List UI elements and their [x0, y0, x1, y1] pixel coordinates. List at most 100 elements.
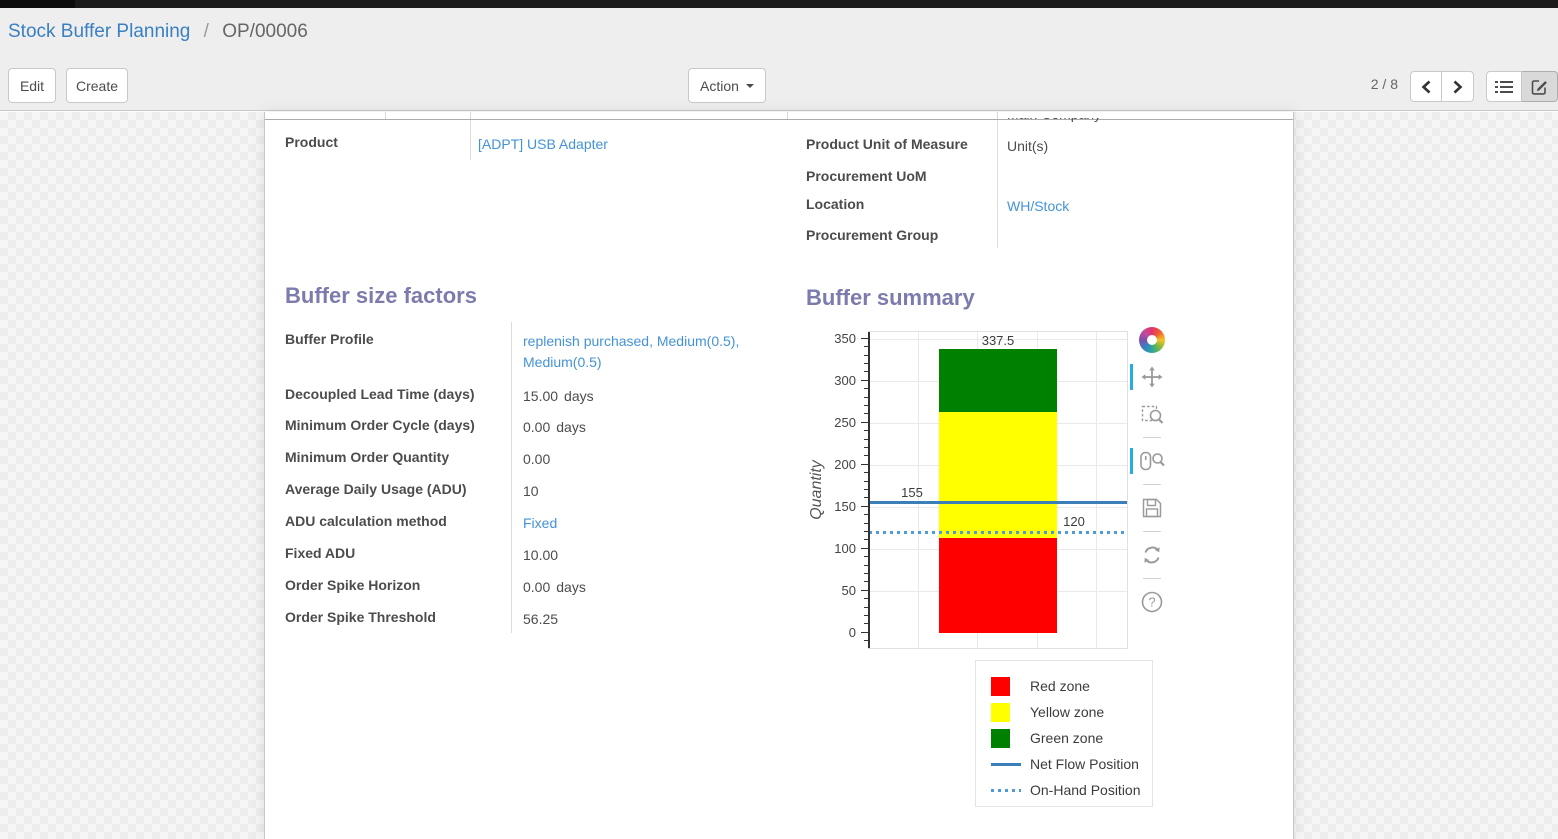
field-value-fixed-adu: 10.00	[523, 547, 559, 563]
clipped-cell-border	[787, 112, 788, 119]
control-panel: Stock Buffer Planning / OP/00006 Edit Cr…	[0, 8, 1558, 111]
breadcrumb-separator: /	[203, 21, 209, 42]
app-menu-bar	[0, 0, 1558, 8]
pager-previous-button[interactable]	[1410, 71, 1442, 102]
section-title-buffer-summary: Buffer summary	[806, 285, 975, 310]
breadcrumb-parent-link[interactable]: Stock Buffer Planning	[8, 21, 191, 42]
action-dropdown-button[interactable]: Action	[688, 68, 766, 103]
y-major-tick	[861, 547, 868, 549]
field-label-minimum-order-cycle-days: Minimum Order Cycle (days)	[285, 417, 475, 433]
pan-tool-icon[interactable]	[1130, 362, 1167, 392]
field-value-order-spike-threshold: 56.25	[523, 611, 559, 627]
legend-item-yellow-zone: Yellow zone	[991, 699, 1152, 725]
app-menu-bar-segment	[0, 0, 75, 8]
y-major-tick	[861, 505, 868, 507]
field-value-product[interactable]: [ADPT] USB Adapter	[478, 136, 608, 152]
y-minor-tick	[864, 362, 868, 364]
gridline	[869, 338, 1127, 340]
y-minor-tick	[864, 522, 868, 524]
bokeh-logo-icon[interactable]	[1137, 325, 1167, 355]
legend-item-green-zone: Green zone	[991, 725, 1152, 751]
clipped-cell-border	[997, 112, 998, 119]
y-minor-tick	[864, 497, 868, 499]
field-label-order-spike-horizon: Order Spike Horizon	[285, 577, 421, 593]
form-sheet: Main Company Product [ADPT] USB Adapter P…	[264, 112, 1294, 839]
y-minor-tick	[864, 346, 868, 348]
legend-label: Yellow zone	[1030, 704, 1105, 720]
field-value-location[interactable]: WH/Stock	[1007, 198, 1070, 214]
y-minor-tick	[864, 539, 868, 541]
y-tick-label-250: 250	[834, 414, 856, 430]
toolbar-separator	[1143, 531, 1161, 532]
toolbar-separator	[1143, 484, 1161, 485]
field-value-product-unit-of-measure: Unit(s)	[1007, 138, 1049, 154]
create-button[interactable]: Create	[66, 68, 128, 103]
field-value-adu-calculation-method[interactable]: Fixed	[523, 515, 558, 531]
y-minor-tick	[864, 531, 868, 533]
field-label-buffer-profile: Buffer Profile	[285, 331, 374, 347]
y-major-tick	[861, 337, 868, 339]
field-value-buffer-profile[interactable]: replenish purchased, Medium(0.5), Medium…	[523, 333, 740, 370]
clipped-cell-border	[470, 112, 471, 119]
y-minor-tick	[864, 556, 868, 558]
y-minor-tick	[864, 404, 868, 406]
section-title-buffer-size-factors: Buffer size factors	[285, 283, 477, 308]
legend-item-on-hand-position: On-Hand Position	[991, 777, 1152, 803]
chart-label-337-5: 337.5	[981, 333, 1015, 349]
save-tool-icon[interactable]	[1137, 493, 1167, 523]
y-minor-tick	[864, 615, 868, 617]
group-separator	[511, 322, 512, 633]
field-label-product: Product	[285, 134, 338, 150]
field-label-location: Location	[806, 196, 865, 212]
reset-tool-icon[interactable]	[1137, 540, 1167, 570]
y-minor-tick	[864, 354, 868, 356]
legend-swatch-green-zone	[991, 728, 1021, 748]
y-tick-label-50: 50	[841, 582, 856, 598]
action-label: Action	[700, 77, 739, 94]
chart-label-net-flow-position: 155	[901, 484, 923, 500]
group-separator	[997, 120, 998, 248]
field-label-adu-calculation-method: ADU calculation method	[285, 513, 447, 529]
legend-item-red-zone: Red zone	[991, 673, 1152, 699]
y-minor-tick	[864, 438, 868, 440]
y-major-tick	[861, 463, 868, 465]
y-major-tick	[861, 379, 868, 381]
y-minor-tick	[864, 598, 868, 600]
legend-label: Red zone	[1030, 678, 1090, 694]
y-minor-tick	[864, 489, 868, 490]
y-minor-tick	[864, 581, 868, 583]
y-major-tick	[861, 421, 868, 423]
group-separator	[470, 120, 471, 160]
pager-nav	[1410, 71, 1474, 102]
pager-counter: 2 / 8	[1370, 76, 1398, 92]
chevron-right-icon	[1453, 80, 1463, 93]
form-view-button[interactable]	[1522, 71, 1558, 102]
wheel-zoom-tool-icon[interactable]	[1130, 446, 1167, 476]
legend-label: On-Hand Position	[1030, 782, 1141, 798]
edit-button[interactable]: Edit	[8, 68, 56, 103]
toolbar-separator	[1143, 437, 1161, 438]
y-minor-tick	[864, 446, 868, 448]
view-switcher	[1486, 71, 1558, 102]
legend-swatch-net-flow-position	[991, 762, 1021, 766]
legend-label: Net Flow Position	[1030, 756, 1139, 772]
legend-item-net-flow-position: Net Flow Position	[991, 751, 1152, 777]
field-value-minimum-order-cycle-days: 0.00 days	[523, 419, 586, 435]
field-label-minimum-order-quantity: Minimum Order Quantity	[285, 449, 450, 465]
list-view-button[interactable]	[1486, 71, 1522, 102]
y-minor-tick	[864, 564, 868, 566]
y-tick-label-150: 150	[834, 498, 856, 514]
help-tool-icon[interactable]: ?	[1137, 587, 1167, 617]
chart-zone-yellow-zone	[938, 412, 1058, 539]
field-value-minimum-order-quantity: 0.00	[523, 451, 551, 467]
y-minor-tick	[864, 623, 868, 625]
pager-next-button[interactable]	[1442, 71, 1474, 102]
box-zoom-tool-icon[interactable]	[1137, 399, 1167, 429]
company-value-clipped: Main Company	[1007, 118, 1207, 123]
y-tick-label-0: 0	[848, 624, 856, 640]
toolbar-separator	[1143, 578, 1161, 579]
y-minor-tick	[864, 640, 868, 642]
clipped-cell-border	[385, 112, 386, 119]
